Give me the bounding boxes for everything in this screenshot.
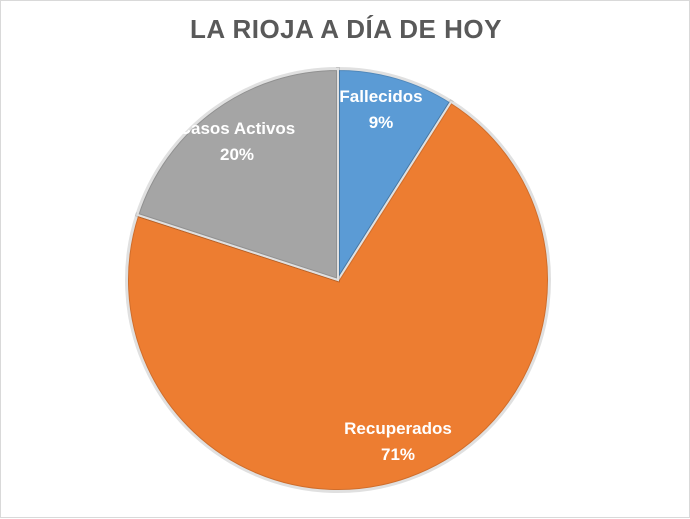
slice-value-casos-activos: 20% xyxy=(220,145,254,164)
slice-label-fallecidos: Fallecidos xyxy=(339,87,422,106)
slice-label-casos-activos: Casos Activos xyxy=(179,119,296,138)
pie-slice-edge xyxy=(134,66,340,283)
pie-slice-casos-activos xyxy=(136,67,339,282)
slice-value-fallecidos: 9% xyxy=(369,113,394,132)
slice-label-recuperados: Recuperados xyxy=(344,419,452,438)
pie-slice-fallecidos xyxy=(337,67,453,284)
pie-slice-edge xyxy=(336,66,454,287)
pie-slice-recuperados xyxy=(126,100,550,492)
chart-title: LA RIOJA A DÍA DE HOY xyxy=(190,14,502,44)
pie-slice-edge xyxy=(125,99,551,493)
slice-value-recuperados: 71% xyxy=(381,445,415,464)
